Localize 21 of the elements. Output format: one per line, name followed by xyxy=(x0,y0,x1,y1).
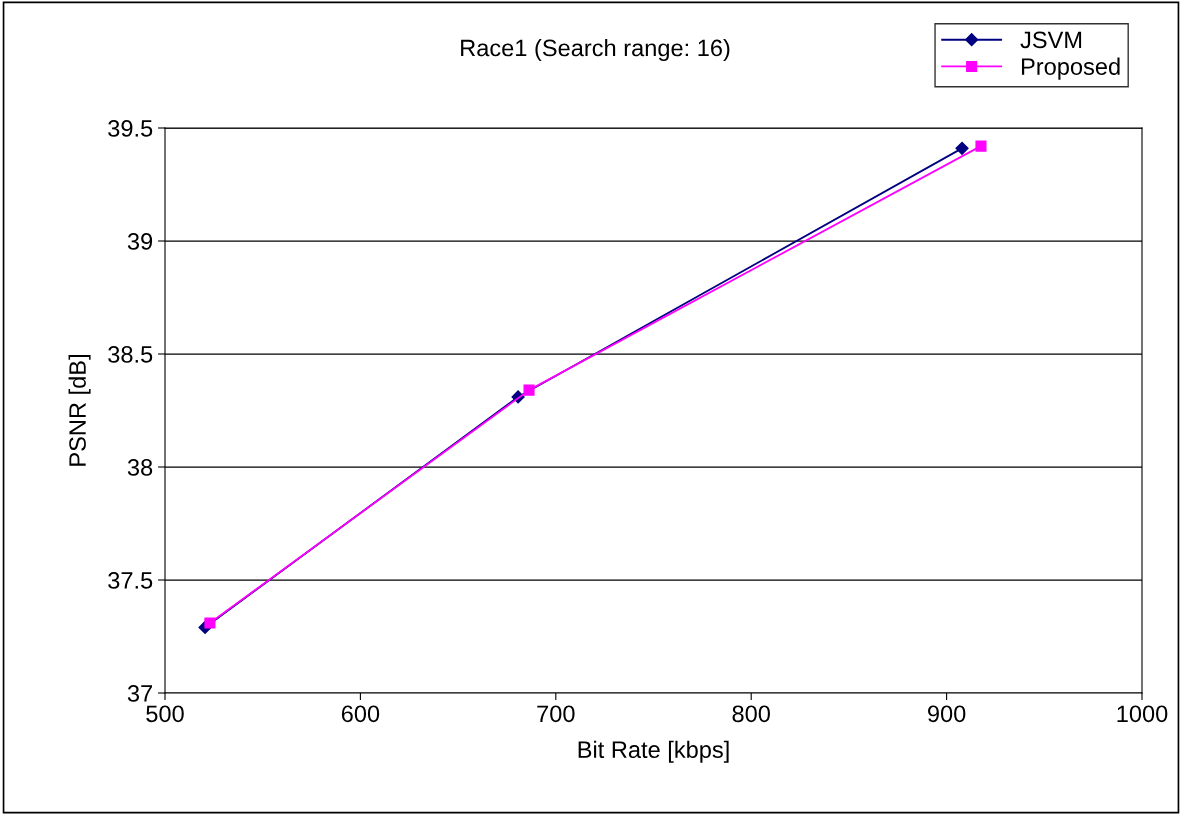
legend-label: JSVM xyxy=(1020,31,1082,49)
y-tick-label: 39.5 xyxy=(108,120,153,137)
x-tick-label: 500 xyxy=(146,705,184,723)
x-tick-label: 800 xyxy=(732,705,770,723)
y-axis-title: PSNR [dB] xyxy=(68,355,91,466)
y-tick-label: 38.5 xyxy=(108,346,153,363)
point xyxy=(955,141,969,155)
legend-label: Proposed xyxy=(1021,57,1120,80)
y-tick-label: 38 xyxy=(127,459,153,476)
x-axis-title: Bit Rate [kbps] xyxy=(578,740,729,763)
point xyxy=(975,140,987,152)
point xyxy=(204,617,216,629)
x-tick-label: 700 xyxy=(537,705,575,723)
x-tick-label: 1000 xyxy=(1117,705,1168,723)
y-tick-label: 37 xyxy=(127,685,153,702)
chart-title: Race1 (Search range: 16) xyxy=(461,39,730,61)
x-tick-label: 600 xyxy=(341,705,380,723)
point xyxy=(523,384,535,396)
y-tick-label: 39 xyxy=(127,233,153,250)
x-tick-label: 900 xyxy=(928,705,966,723)
y-tick-label: 37.5 xyxy=(108,572,153,589)
